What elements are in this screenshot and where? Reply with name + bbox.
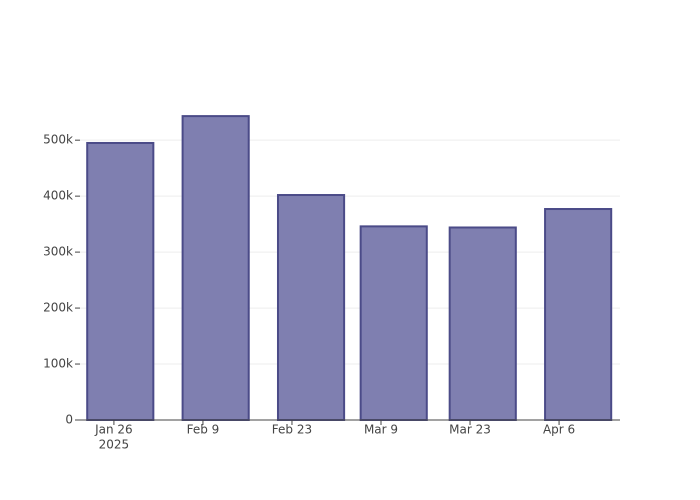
- x-tick-label: Feb 23: [272, 423, 312, 437]
- y-tick-label: 0: [65, 413, 73, 427]
- y-tick-label: 500k: [43, 133, 73, 147]
- x-tick-label: Mar 9: [364, 423, 398, 437]
- y-tick-label: 200k: [43, 301, 73, 315]
- bar: [86, 141, 155, 421]
- y-tick-label: 300k: [43, 245, 73, 259]
- x-tick-label: Feb 9: [187, 423, 220, 437]
- bar: [448, 226, 517, 421]
- bar: [544, 208, 613, 421]
- y-tick-label: 100k: [43, 357, 73, 371]
- x-year-label: 2025: [99, 438, 130, 452]
- x-tick-label: Mar 23: [449, 423, 491, 437]
- x-tick-label: Jan 26: [94, 423, 133, 437]
- bar: [276, 194, 346, 421]
- bar: [181, 115, 250, 421]
- y-tick-label: 400k: [43, 189, 73, 203]
- x-tick-label: Apr 6: [543, 423, 575, 437]
- bar: [359, 225, 428, 421]
